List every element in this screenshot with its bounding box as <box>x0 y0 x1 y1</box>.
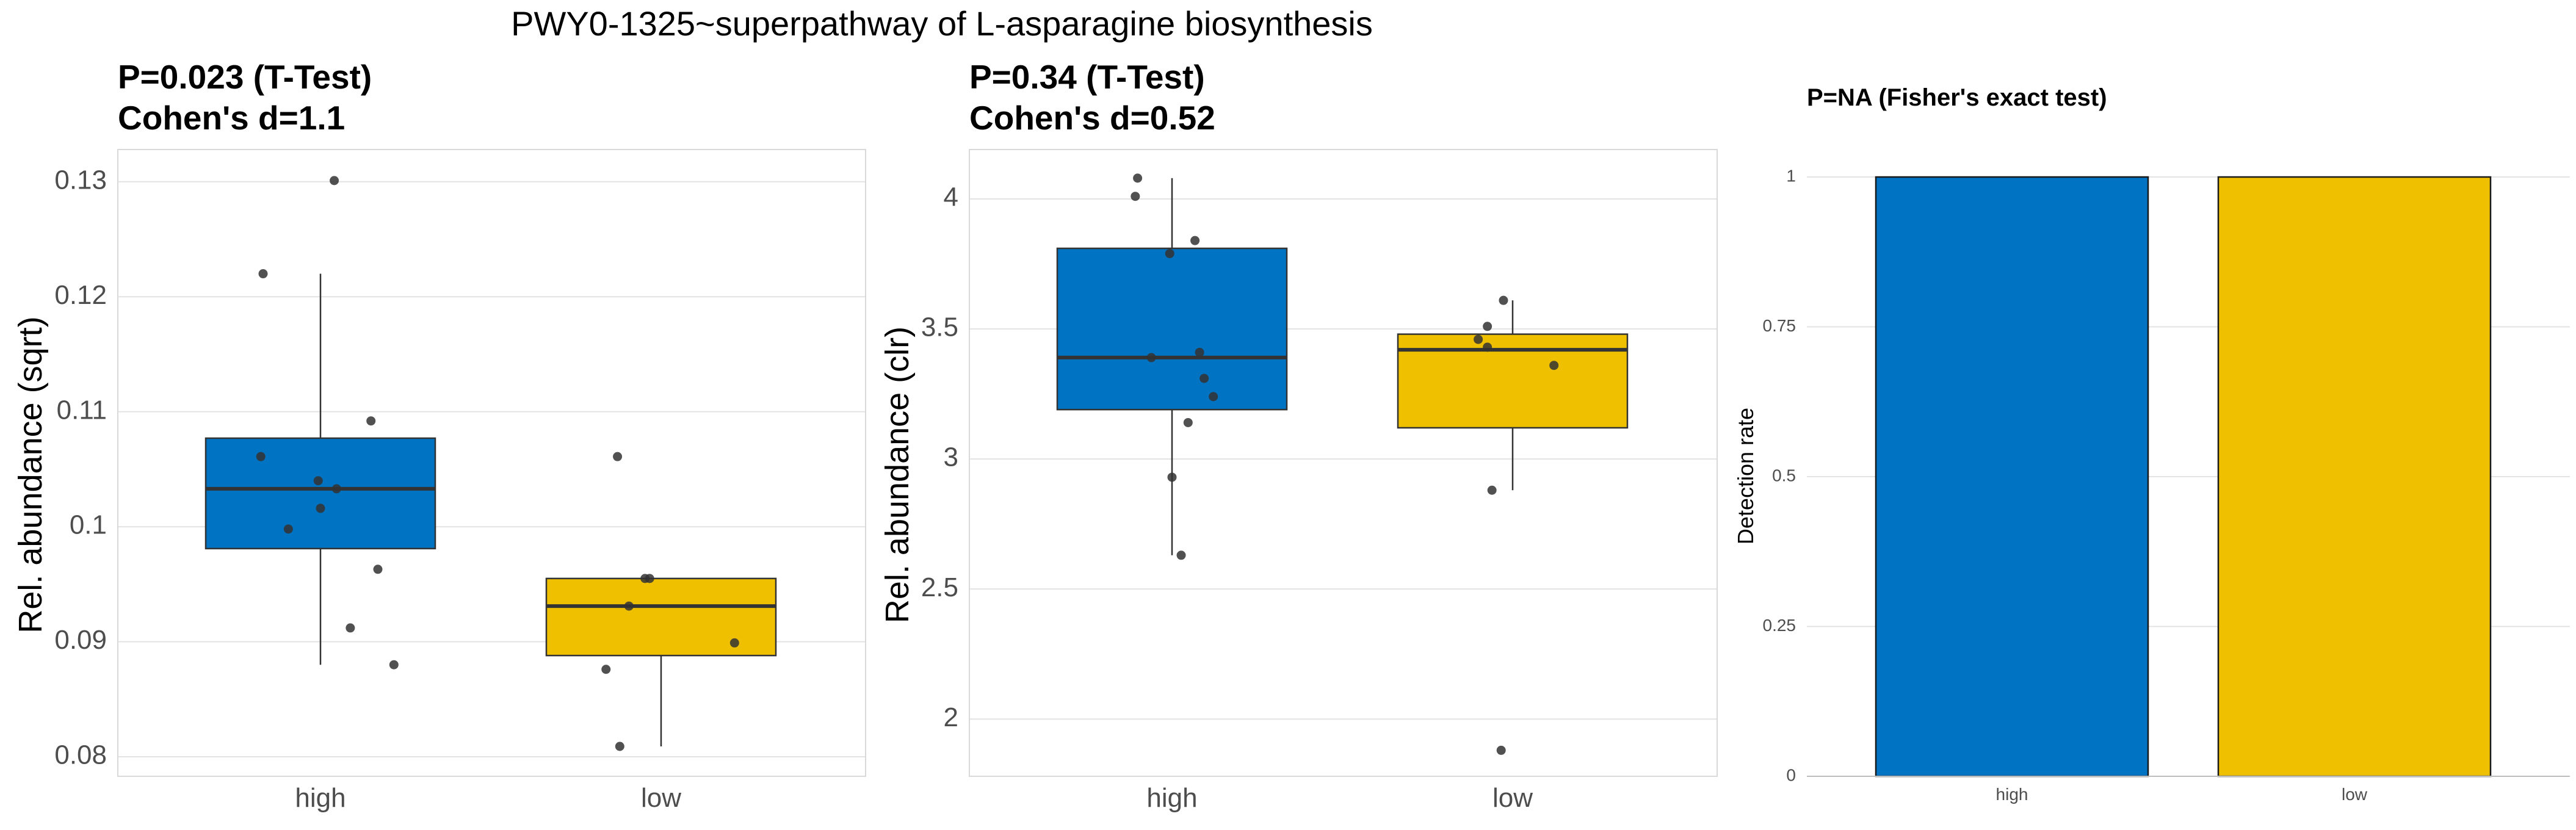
panel-sqrt-point-low <box>729 638 739 648</box>
panel-clr-point-high <box>1167 472 1177 482</box>
panel-clr-point-high <box>1131 192 1140 201</box>
panel-sqrt-point-low <box>624 601 634 611</box>
panel-sqrt-ytick-label: 0.1 <box>70 510 107 540</box>
panel-sqrt-ytick-label: 0.08 <box>54 740 107 770</box>
panel-clr-point-high <box>1190 236 1200 245</box>
panel-clr-point-high <box>1209 392 1218 402</box>
panel-clr-point-low <box>1499 295 1508 305</box>
panel-clr-point-low <box>1487 485 1497 495</box>
panel-clr-xtick-high: high <box>1146 783 1197 813</box>
panel-clr-box-high <box>1056 247 1288 411</box>
panel-sqrt-ytick-label: 0.09 <box>54 625 107 655</box>
panel-sqrt-title-line1: P=0.023 (T-Test) <box>118 58 372 96</box>
panel-detection-ylabel: Detection rate <box>1733 408 1758 544</box>
panel-clr-point-low <box>1474 334 1483 344</box>
panel-sqrt-marks <box>204 176 777 751</box>
panel-clr-ytick-label: 2.5 <box>921 572 958 602</box>
panel-clr-title-line2: Cohen's d=0.52 <box>969 99 1215 137</box>
panel-sqrt-point-high <box>258 269 268 279</box>
panel-sqrt-title-line2: Cohen's d=1.1 <box>118 99 345 137</box>
panel-sqrt-y-axis: 0.08 0.09 0.1 0.11 0.12 0.13 <box>54 165 107 770</box>
panel-clr-point-low <box>1483 322 1492 331</box>
panel-sqrt-ylabel: Rel. abundance (sqrt) <box>12 316 49 633</box>
panel-clr-xtick-low: low <box>1492 783 1533 813</box>
panel-sqrt-point-low <box>601 665 611 674</box>
panel-clr-title-line1: P=0.34 (T-Test) <box>969 58 1205 96</box>
panel-detection-bar-low <box>2217 176 2492 778</box>
panel-clr-marks <box>1056 173 1629 755</box>
panel-detection-ytick-label: 1 <box>1786 166 1796 185</box>
panel-clr-ytick-label: 4 <box>944 182 958 212</box>
panel-detection-ytick-label: 0.25 <box>1763 616 1796 635</box>
panel-clr-point-high <box>1133 173 1143 183</box>
panel-detection-title: P=NA (Fisher's exact test) <box>1807 84 2107 111</box>
figure-suptitle: PWY0-1325~superpathway of L-asparagine b… <box>511 4 1373 43</box>
panel-sqrt-box-low <box>545 577 777 657</box>
panel-sqrt-point-high <box>331 484 341 494</box>
panel-clr-point-high <box>1176 550 1186 560</box>
panel-clr-boxplot: P=0.34 (T-Test) Cohen's d=0.52 Rel. abun… <box>879 58 1718 813</box>
panel-clr-ytick-label: 3 <box>944 442 958 472</box>
panel-sqrt-plot-border <box>117 149 866 777</box>
panel-detection-barplot: P=NA (Fisher's exact test) Detection rat… <box>1733 84 2570 804</box>
panel-sqrt-point-low <box>645 574 654 583</box>
panel-clr-point-low <box>1496 745 1506 755</box>
panel-clr-point-low <box>1483 342 1492 352</box>
panel-clr-point-high <box>1199 374 1209 383</box>
panel-detection-xtick-high: high <box>1996 785 2028 804</box>
panel-clr-ytick-label: 3.5 <box>921 312 958 342</box>
panel-detection-ytick-label: 0.75 <box>1763 316 1796 335</box>
panel-sqrt-point-low <box>613 452 623 461</box>
panel-sqrt-xtick-low: low <box>641 783 681 813</box>
panel-clr-point-high <box>1195 347 1204 357</box>
panel-sqrt-ytick-label: 0.12 <box>54 280 107 310</box>
panel-clr-point-high <box>1183 417 1193 427</box>
panel-clr-y-axis: 2 2.5 3 3.5 4 <box>921 182 958 732</box>
panel-sqrt-point-high <box>283 524 293 534</box>
panel-sqrt-point-high <box>389 660 399 669</box>
panel-sqrt-boxplot: P=0.023 (T-Test) Cohen's d=1.1 Rel. abun… <box>12 58 866 813</box>
panel-sqrt-ytick-label: 0.13 <box>54 165 107 195</box>
panel-detection-xtick-low: low <box>2342 785 2368 804</box>
panel-sqrt-ytick-label: 0.11 <box>57 395 107 425</box>
panel-sqrt-point-high <box>366 416 376 426</box>
panel-detection-y-axis: 0 0.25 0.5 0.75 1 <box>1763 166 1796 784</box>
panel-clr-point-low <box>1549 361 1559 370</box>
panel-detection-ytick-label: 0.5 <box>1772 466 1796 485</box>
panel-sqrt-point-high <box>373 565 383 574</box>
panel-sqrt-point-high <box>256 452 266 461</box>
panel-detection-ytick-label: 0 <box>1786 765 1796 784</box>
panel-detection-marks <box>1875 176 2492 778</box>
panel-sqrt-xtick-high: high <box>295 783 346 813</box>
panel-sqrt-point-high <box>313 476 323 486</box>
panel-clr-point-high <box>1146 353 1156 363</box>
panel-detection-bar-high <box>1875 176 2149 778</box>
panel-sqrt-point-high <box>346 623 355 633</box>
panel-clr-ytick-label: 2 <box>944 702 958 732</box>
panel-sqrt-box-high <box>204 437 436 550</box>
panel-clr-ylabel: Rel. abundance (clr) <box>879 327 916 623</box>
panel-clr-plot-border <box>969 149 1718 777</box>
panel-sqrt-point-high <box>316 503 325 513</box>
panel-clr-point-high <box>1165 248 1174 258</box>
panel-sqrt-point-high <box>330 176 339 186</box>
panel-sqrt-point-low <box>615 742 624 751</box>
